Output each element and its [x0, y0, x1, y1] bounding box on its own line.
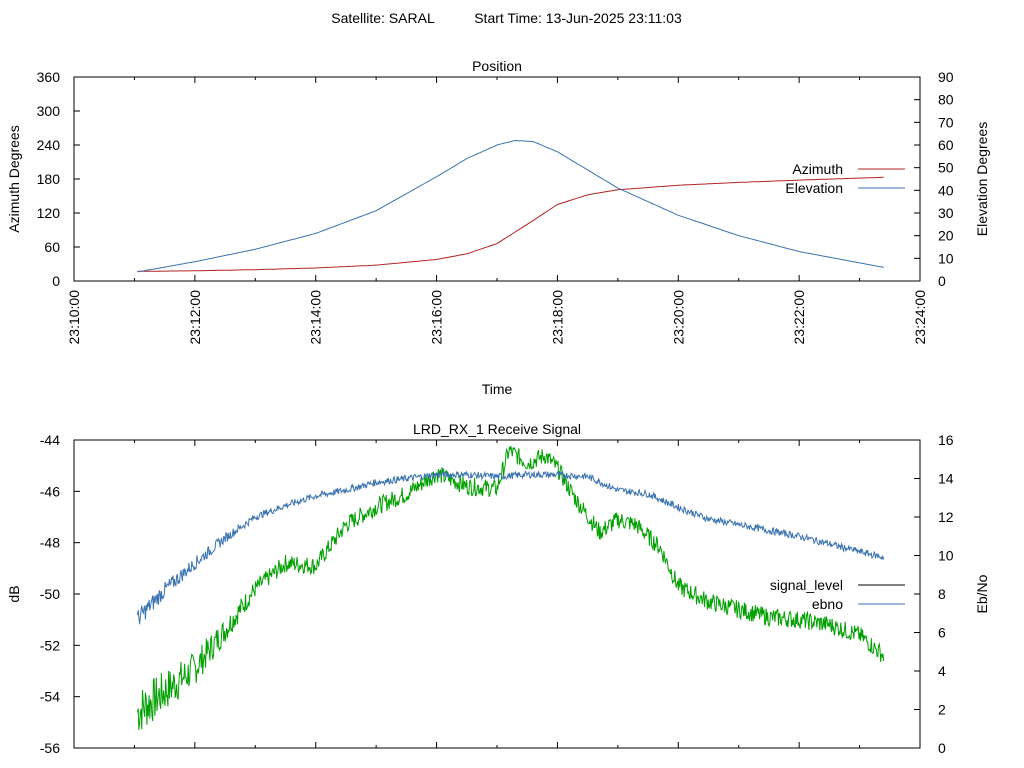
y2-tick-label: 40	[938, 182, 954, 198]
y-tick-label: -52	[40, 637, 60, 653]
x-tick-label: 23:16:00	[429, 290, 445, 345]
satellite-label: Satellite: SARAL	[331, 10, 435, 26]
y-axis-label: Azimuth Degrees	[6, 125, 22, 232]
start-time-label: Start Time: 13-Jun-2025 23:11:03	[474, 10, 682, 26]
series-line-elevation	[137, 139, 884, 273]
x-tick-label: 23:18:00	[549, 290, 565, 345]
y-tick-label: -44	[40, 432, 60, 448]
y2-tick-label: 4	[938, 663, 946, 679]
y2-tick-label: 90	[938, 69, 954, 85]
y-tick-label: 0	[52, 273, 60, 289]
y-tick-label: 240	[37, 137, 61, 153]
y2-tick-label: 8	[938, 586, 946, 602]
series-line-ebno	[136, 469, 885, 625]
y2-axis-label: Eb/No	[974, 574, 990, 613]
chart-title: LRD_RX_1 Receive Signal	[413, 421, 581, 437]
y-tick-label: -46	[40, 483, 60, 499]
series-line-azimuth	[137, 176, 884, 272]
x-tick-label: 23:22:00	[791, 290, 807, 345]
position-chart: Position 0 60 120 180 240 300 360 0 10 20 30 40 50 60 7…	[6, 58, 990, 397]
y2-tick-label: 2	[938, 702, 946, 718]
x-tick-label: 23:20:00	[670, 290, 686, 345]
x-tick-label: 23:14:00	[308, 290, 324, 345]
y2-tick-label: 14	[938, 471, 954, 487]
legend-label: signal_level	[770, 577, 843, 593]
y2-tick-label: 6	[938, 625, 946, 641]
y2-axis-label: Elevation Degrees	[974, 122, 990, 236]
y2-tick-label: 10	[938, 548, 954, 564]
y-tick-label: 180	[37, 171, 61, 187]
receive-signal-chart: LRD_RX_1 Receive Signal -56 -54 -52 -50 -48 -4…	[6, 421, 990, 756]
y-tick-label: 360	[37, 69, 61, 85]
series-line-signal-level	[136, 445, 885, 730]
y2-tick-label: 20	[938, 228, 954, 244]
y2-tick-label: 60	[938, 137, 954, 153]
y2-tick-label: 12	[938, 509, 954, 525]
y-tick-label: -50	[40, 586, 60, 602]
x-tick-label: 23:12:00	[187, 290, 203, 345]
legend-label: ebno	[812, 596, 843, 612]
y2-tick-label: 16	[938, 432, 954, 448]
y-tick-label: 300	[37, 103, 61, 119]
x-tick-label: 23:24:00	[912, 290, 928, 345]
y-axis-label: dB	[6, 585, 22, 602]
y-tick-label: -56	[40, 740, 60, 756]
y-tick-label: -54	[40, 689, 60, 705]
y-tick-label: 120	[37, 205, 61, 221]
y2-tick-label: 0	[938, 740, 946, 756]
x-axis-label: Time	[482, 381, 513, 397]
y2-tick-label: 0	[938, 273, 946, 289]
y2-tick-label: 10	[938, 250, 954, 266]
legend-label: Elevation	[785, 180, 843, 196]
legend-label: Azimuth	[792, 161, 843, 177]
y2-tick-label: 50	[938, 160, 954, 176]
y-tick-label: 60	[44, 239, 60, 255]
chart-title: Position	[472, 58, 522, 74]
y2-tick-label: 30	[938, 205, 954, 221]
y2-tick-label: 70	[938, 114, 954, 130]
x-tick-label: 23:10:00	[66, 290, 82, 345]
y-tick-label: -48	[40, 535, 60, 551]
y2-tick-label: 80	[938, 92, 954, 108]
